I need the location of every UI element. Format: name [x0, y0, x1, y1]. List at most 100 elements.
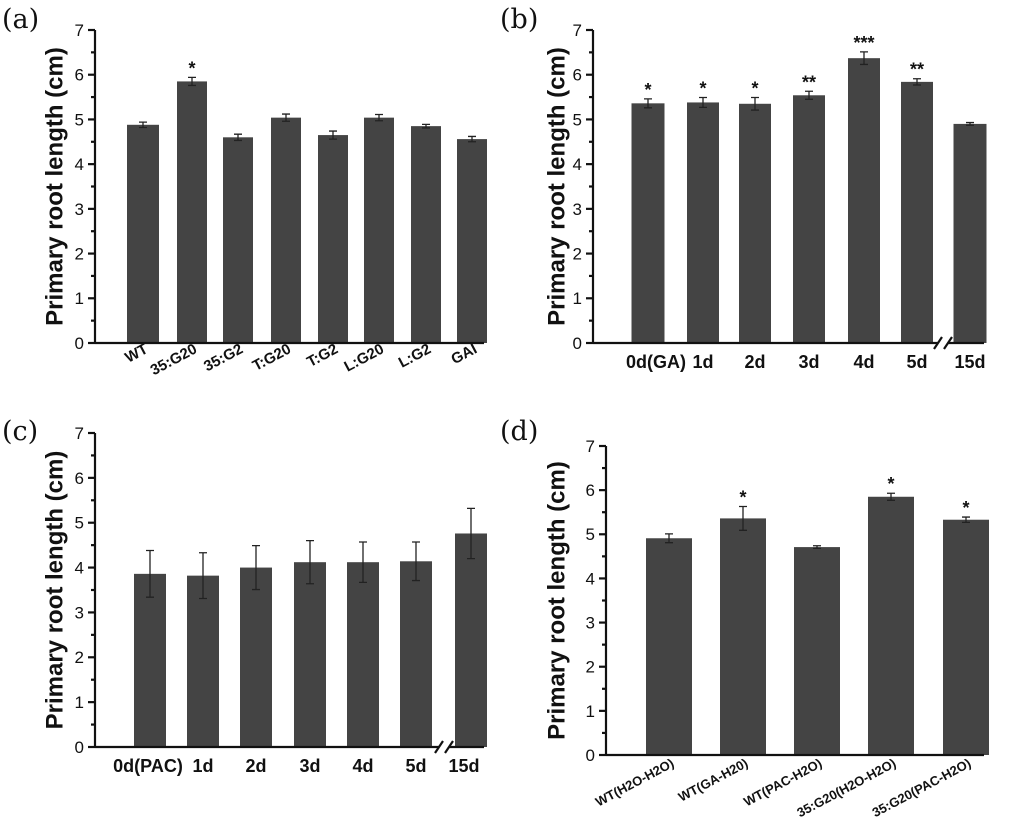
y-tick-label-3: 3: [75, 603, 84, 622]
bar-7: [457, 139, 487, 343]
y-axis-label: Primary root length (cm): [543, 461, 570, 740]
x-tick-label-6: 15d: [448, 756, 479, 776]
y-tick-label-5: 5: [75, 514, 84, 533]
axis-break: [933, 336, 953, 350]
x-tick-label-1: 1d: [192, 756, 213, 776]
panel-label: (b): [500, 4, 538, 35]
x-tick-label-7: GAI: [448, 341, 480, 369]
bar-2: [739, 103, 771, 344]
x-tick-label-2: 2d: [245, 756, 266, 776]
bar-2: [794, 547, 840, 755]
bar-3: [271, 117, 301, 343]
bar-0: [134, 573, 166, 747]
error-bar-6: [966, 121, 974, 126]
y-tick-label-1: 1: [586, 702, 595, 721]
error-bar-0: [644, 98, 652, 109]
y-tick-label-1: 1: [75, 693, 84, 712]
y-tick-label-0: 0: [573, 334, 582, 353]
bar-6: [953, 123, 987, 344]
bar-0: [127, 124, 159, 344]
significance-label-2: *: [751, 79, 758, 99]
error-bar-3: [282, 113, 290, 122]
bar-6: [411, 126, 441, 343]
error-bar-0: [665, 533, 673, 544]
y-tick-label-4: 4: [573, 155, 582, 174]
error-bar-4: [962, 516, 970, 524]
error-bar-2: [813, 545, 821, 550]
error-bar-1: [188, 76, 196, 87]
bar-3: [868, 496, 914, 755]
error-bar-3: [306, 540, 314, 585]
bar-6: [455, 533, 487, 747]
x-tick-label-1: WT(GA-H20): [676, 755, 751, 804]
chart-panel-b: (b)Primary root length (cm) * * * *******012…: [500, 4, 987, 372]
bar-0: [646, 538, 692, 755]
x-tick-label-3: T:G20: [250, 341, 294, 375]
panel-label: (c): [2, 416, 38, 447]
error-bar-5: [412, 541, 420, 582]
x-tick-label-0: WT: [122, 341, 151, 367]
y-axis-label: Primary root length (cm): [41, 47, 68, 326]
error-bar-4: [359, 541, 367, 584]
y-tick-label-2: 2: [75, 245, 84, 264]
x-tick-label-6: L:G2: [396, 341, 434, 372]
y-tick-label-6: 6: [75, 469, 84, 488]
error-bar-6: [422, 123, 430, 129]
y-tick-label-7: 7: [586, 437, 595, 456]
bar-4: [318, 135, 348, 343]
significance-label-1: *: [188, 58, 195, 78]
significance-label-3: **: [802, 72, 816, 92]
bar-1: [720, 518, 766, 755]
x-tick-label-2: 2d: [744, 352, 765, 372]
bar-2: [240, 567, 272, 747]
y-tick-label-7: 7: [573, 21, 582, 40]
error-bar-7: [468, 135, 476, 143]
x-tick-label-1: 35:G20: [148, 341, 200, 380]
y-axis-label: Primary root length (cm): [41, 451, 68, 730]
y-tick-label-0: 0: [75, 334, 84, 353]
y-tick-label-3: 3: [75, 200, 84, 219]
error-bar-5: [375, 113, 383, 122]
error-bar-5: [913, 78, 921, 86]
y-tick-label-7: 7: [75, 21, 84, 40]
error-bar-0: [146, 549, 154, 598]
x-tick-label-5: L:G20: [341, 341, 387, 376]
chart-panel-c: (c)Primary root length (cm) 0 1 2 3 4 5 6 7 0d(PA…: [2, 416, 487, 776]
x-tick-label-0: WT(H2O-H2O): [593, 755, 677, 809]
chart-panel-d: (d)Primary root length (cm) * * * 0 1 2 3 4 5 6 7 WT…: [500, 416, 989, 820]
error-bar-1: [699, 96, 707, 109]
bar-1: [177, 81, 207, 344]
significance-label-4: *: [962, 498, 969, 518]
y-tick-label-0: 0: [75, 738, 84, 757]
y-tick-label-6: 6: [586, 481, 595, 500]
y-tick-label-6: 6: [75, 66, 84, 85]
bar-3: [294, 562, 326, 747]
bar-1: [187, 575, 219, 747]
y-tick-label-5: 5: [75, 110, 84, 129]
error-bar-1: [739, 505, 747, 531]
y-tick-label-2: 2: [75, 648, 84, 667]
x-tick-label-5: 5d: [405, 756, 426, 776]
x-tick-label-3: 3d: [299, 756, 320, 776]
x-tick-label-5: 5d: [906, 352, 927, 372]
y-tick-label-5: 5: [573, 110, 582, 129]
error-bar-3: [805, 90, 813, 100]
bar-5: [901, 81, 933, 344]
y-tick-label-4: 4: [586, 569, 595, 588]
x-tick-label-0: 0d(PAC): [113, 756, 183, 776]
significance-label-0: *: [644, 80, 651, 100]
y-tick-label-2: 2: [573, 245, 582, 264]
x-tick-label-6: 15d: [954, 352, 985, 372]
bar-5: [364, 117, 394, 343]
x-tick-label-3: 3d: [798, 352, 819, 372]
chart-panel-a: (a)Primary root length (cm) *01234567WT35…: [2, 4, 487, 379]
axis-break: [434, 740, 454, 754]
x-tick-label-1: 1d: [692, 352, 713, 372]
error-bar-1: [199, 552, 207, 600]
error-bar-6: [467, 507, 475, 560]
panel-label: (a): [2, 4, 39, 35]
error-bar-0: [139, 121, 147, 129]
significance-label-1: *: [739, 487, 746, 507]
x-tick-label-4: 4d: [853, 352, 874, 372]
bar-0: [631, 103, 665, 344]
